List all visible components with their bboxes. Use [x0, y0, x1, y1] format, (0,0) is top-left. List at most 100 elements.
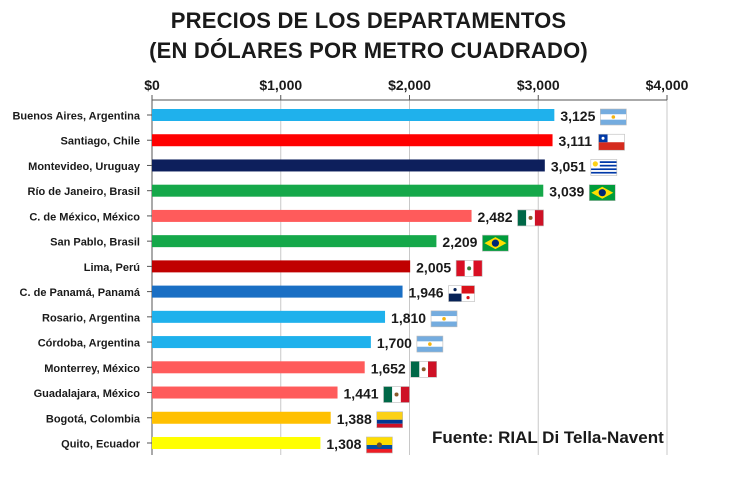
flag-stripe: [416, 346, 443, 353]
flag-stripe: [598, 134, 625, 143]
flag-border: [366, 436, 393, 454]
bar: [152, 235, 437, 248]
bar: [152, 436, 321, 449]
flag-stripe: [416, 336, 443, 342]
value-label: 1,388: [337, 411, 372, 427]
flag-globe: [491, 239, 500, 247]
flag-stripe: [366, 448, 393, 453]
colombia-flag: [376, 411, 404, 429]
argentina-flag: [430, 310, 458, 328]
flag-border: [448, 285, 475, 302]
bar: [152, 411, 331, 424]
category-label: C. de México, México: [29, 211, 140, 223]
uruguay-flag: [590, 159, 618, 176]
flag-border: [517, 209, 544, 227]
flag-emblem: [421, 367, 426, 372]
flag-quarter: [461, 285, 475, 294]
flag-border: [383, 386, 410, 403]
flag-sun: [428, 342, 432, 346]
flag-border: [590, 159, 618, 176]
flag-border: [588, 184, 616, 201]
value-label: 3,039: [549, 184, 584, 200]
flag-stripe: [473, 260, 483, 277]
category-label: Guadalajara, México: [34, 388, 141, 400]
flag-border: [430, 310, 458, 328]
bar: [152, 134, 553, 147]
flag-sun: [442, 317, 446, 321]
bar: [152, 209, 472, 222]
value-label: 1,308: [326, 436, 361, 452]
flag-stripe: [376, 419, 403, 424]
category-label: Bogotá, Colombia: [46, 413, 141, 425]
category-label: Santiago, Chile: [61, 136, 140, 148]
flag-stripe: [383, 386, 393, 403]
x-tick-label: $0: [144, 77, 160, 93]
flag-emblem: [467, 266, 472, 271]
category-label: Monterrey, México: [44, 363, 140, 375]
flag-stripe: [366, 436, 393, 445]
flag-stripe: [534, 209, 544, 226]
flag-stripe: [431, 310, 458, 317]
flag-stripe: [590, 170, 617, 172]
chart-title-line2: (EN DÓLARES POR METRO CUADRADO): [149, 38, 588, 63]
category-label: San Pablo, Brasil: [50, 237, 140, 249]
x-tick-label: $4,000: [646, 77, 689, 93]
category-label: Rosario, Argentina: [42, 312, 141, 324]
category-label: C. de Panamá, Panamá: [20, 287, 141, 299]
panama-flag: [448, 285, 475, 302]
flag-stripe: [428, 361, 437, 378]
flag-border: [410, 360, 437, 378]
flag-stripe: [431, 321, 458, 327]
flag-stripe: [456, 260, 465, 277]
bar: [152, 159, 545, 172]
bar: [152, 260, 411, 273]
peru-flag: [455, 260, 483, 277]
flag-star: [601, 136, 605, 140]
category-label: Lima, Perú: [84, 262, 140, 274]
brazil-flag: [588, 184, 616, 201]
value-label: 1,810: [391, 310, 426, 326]
argentina-flag: [416, 335, 444, 353]
flag-star: [466, 296, 470, 300]
flag-emblem: [394, 392, 399, 397]
bar: [152, 184, 544, 197]
value-label: 1,946: [409, 285, 444, 301]
flag-stripe: [590, 166, 617, 169]
flag-stripe: [376, 411, 403, 420]
value-label: 3,111: [559, 133, 593, 149]
flag-border: [482, 234, 509, 252]
flag-border: [416, 335, 444, 353]
argentina-flag: [600, 108, 627, 126]
flag-sun: [592, 161, 598, 167]
x-tick-label: $1,000: [259, 77, 302, 93]
category-label: Buenos Aires, Argentina: [12, 111, 140, 123]
flag-stripe: [590, 168, 617, 171]
flag-stripe: [376, 423, 403, 428]
bar: [152, 109, 555, 121]
flag-sun: [611, 115, 616, 119]
flag-border: [376, 411, 404, 429]
value-label: 2,005: [416, 259, 451, 275]
value-label: 1,652: [371, 360, 406, 376]
flag-stripe: [590, 159, 617, 162]
mexico-flag: [517, 209, 544, 227]
mexico-flag: [383, 386, 410, 403]
category-label: Córdoba, Argentina: [38, 338, 141, 350]
chile-flag: [598, 133, 625, 151]
flag-stripe: [590, 161, 617, 164]
chart-title-line1: PRECIOS DE LOS DEPARTAMENTOS: [170, 8, 567, 33]
x-tick-label: $2,000: [388, 77, 431, 93]
value-label: 3,125: [560, 108, 595, 124]
brazil-flag: [482, 234, 509, 252]
value-label: 1,441: [344, 386, 379, 402]
flag-stripe: [590, 173, 617, 176]
bar: [152, 310, 386, 323]
bar: [152, 386, 338, 399]
flag-stripe: [517, 209, 527, 226]
flag-globe: [598, 189, 606, 197]
value-label: 2,482: [478, 209, 513, 225]
flag-stripe: [410, 361, 420, 378]
flag-stripe: [600, 109, 627, 115]
x-tick-label: $3,000: [517, 77, 560, 93]
